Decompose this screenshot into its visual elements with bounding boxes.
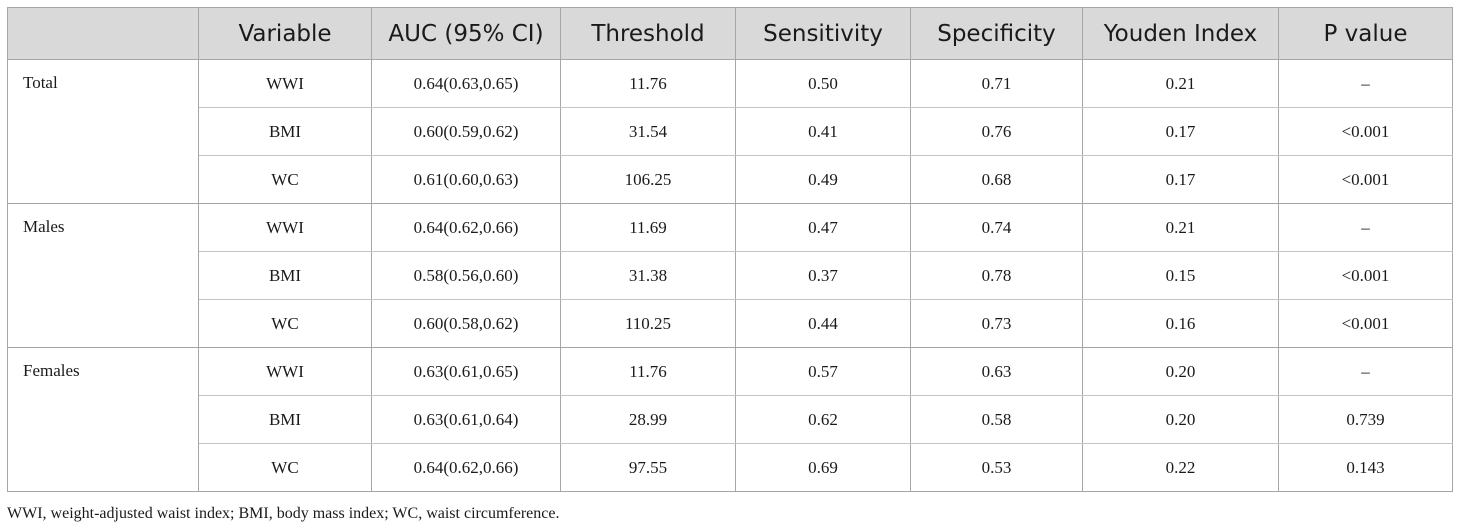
cell-p-value: 0.739 [1278, 395, 1453, 444]
cell-auc: 0.60(0.59,0.62) [371, 107, 561, 156]
table-row: WC 0.61(0.60,0.63) 106.25 0.49 0.68 0.17 <0.00… [8, 155, 1453, 204]
cell-p-value: – [1278, 59, 1453, 108]
group-label: Males [7, 203, 199, 348]
roc-results-table: Variable AUC (95% CI) Threshold Sensitiv… [7, 7, 1453, 492]
cell-youden: 0.16 [1082, 299, 1279, 348]
header-cell-auc: AUC (95% CI) [371, 7, 561, 60]
cell-youden: 0.21 [1082, 203, 1279, 252]
cell-specificity: 0.68 [910, 155, 1083, 204]
header-cell-youden: Youden Index [1082, 7, 1279, 60]
table-body: Total WWI 0.64(0.63,0.65) 11.76 0.50 0.71 0.21… [7, 59, 1453, 492]
cell-p-value: <0.001 [1278, 299, 1453, 348]
cell-auc: 0.64(0.62,0.66) [371, 443, 561, 492]
cell-specificity: 0.73 [910, 299, 1083, 348]
cell-p-value: <0.001 [1278, 251, 1453, 300]
header-cell-variable: Variable [198, 7, 372, 60]
cell-threshold: 31.38 [560, 251, 736, 300]
header-cell-specificity: Specificity [910, 7, 1083, 60]
table-row: BMI 0.63(0.61,0.64) 28.99 0.62 0.58 0.20 0.739 [8, 395, 1453, 444]
cell-youden: 0.20 [1082, 347, 1279, 396]
cell-variable: BMI [198, 251, 372, 300]
cell-threshold: 97.55 [560, 443, 736, 492]
header-cell-sensitivity: Sensitivity [735, 7, 911, 60]
header-cell-threshold: Threshold [560, 7, 736, 60]
cell-threshold: 31.54 [560, 107, 736, 156]
table-row: WC 0.60(0.58,0.62) 110.25 0.44 0.73 0.16 <0.00… [8, 299, 1453, 348]
cell-p-value: <0.001 [1278, 155, 1453, 204]
table-row: Males WWI 0.64(0.62,0.66) 11.69 0.47 0.74 0.21… [7, 203, 1453, 348]
cell-sensitivity: 0.50 [735, 59, 911, 108]
cell-threshold: 110.25 [560, 299, 736, 348]
header-cell-p-value: P value [1278, 7, 1453, 60]
cell-auc: 0.63(0.61,0.65) [371, 347, 561, 396]
cell-threshold: 11.69 [560, 203, 736, 252]
cell-specificity: 0.78 [910, 251, 1083, 300]
table-row: WC 0.64(0.62,0.66) 97.55 0.69 0.53 0.22 0.143 [8, 443, 1453, 492]
cell-variable: WWI [198, 59, 372, 108]
table-row: BMI 0.60(0.59,0.62) 31.54 0.41 0.76 0.17 <0.00… [8, 107, 1453, 156]
table-footnote: WWI, weight-adjusted waist index; BMI, b… [7, 505, 560, 522]
cell-threshold: 11.76 [560, 347, 736, 396]
results-table-container: Variable AUC (95% CI) Threshold Sensitiv… [7, 7, 1453, 492]
cell-variable: WC [198, 443, 372, 492]
cell-auc: 0.60(0.58,0.62) [371, 299, 561, 348]
cell-youden: 0.22 [1082, 443, 1279, 492]
cell-p-value: 0.143 [1278, 443, 1453, 492]
cell-p-value: <0.001 [1278, 107, 1453, 156]
cell-p-value: – [1278, 347, 1453, 396]
cell-sensitivity: 0.37 [735, 251, 911, 300]
group-label: Total [7, 59, 199, 204]
cell-sensitivity: 0.57 [735, 347, 911, 396]
group-label: Females [7, 347, 199, 492]
cell-threshold: 106.25 [560, 155, 736, 204]
cell-variable: WWI [198, 203, 372, 252]
table-header-row: Variable AUC (95% CI) Threshold Sensitiv… [7, 7, 1453, 60]
cell-sensitivity: 0.47 [735, 203, 911, 252]
cell-specificity: 0.63 [910, 347, 1083, 396]
cell-sensitivity: 0.69 [735, 443, 911, 492]
cell-youden: 0.15 [1082, 251, 1279, 300]
cell-specificity: 0.58 [910, 395, 1083, 444]
cell-auc: 0.58(0.56,0.60) [371, 251, 561, 300]
cell-specificity: 0.71 [910, 59, 1083, 108]
cell-variable: WC [198, 155, 372, 204]
cell-variable: BMI [198, 107, 372, 156]
cell-auc: 0.63(0.61,0.64) [371, 395, 561, 444]
cell-youden: 0.17 [1082, 107, 1279, 156]
cell-sensitivity: 0.41 [735, 107, 911, 156]
cell-sensitivity: 0.49 [735, 155, 911, 204]
cell-specificity: 0.74 [910, 203, 1083, 252]
cell-specificity: 0.76 [910, 107, 1083, 156]
cell-variable: WWI [198, 347, 372, 396]
cell-specificity: 0.53 [910, 443, 1083, 492]
table-row: Total WWI 0.64(0.63,0.65) 11.76 0.50 0.71 0.21… [7, 59, 1453, 204]
table-row: Females WWI 0.63(0.61,0.65) 11.76 0.57 0.63 0.… [7, 347, 1453, 492]
cell-sensitivity: 0.62 [735, 395, 911, 444]
cell-p-value: – [1278, 203, 1453, 252]
cell-auc: 0.64(0.63,0.65) [371, 59, 561, 108]
cell-threshold: 11.76 [560, 59, 736, 108]
header-cell-group [7, 7, 199, 60]
table-row: BMI 0.58(0.56,0.60) 31.38 0.37 0.78 0.15 <0.00… [8, 251, 1453, 300]
cell-youden: 0.21 [1082, 59, 1279, 108]
cell-youden: 0.20 [1082, 395, 1279, 444]
cell-auc: 0.64(0.62,0.66) [371, 203, 561, 252]
cell-variable: WC [198, 299, 372, 348]
cell-youden: 0.17 [1082, 155, 1279, 204]
cell-variable: BMI [198, 395, 372, 444]
cell-sensitivity: 0.44 [735, 299, 911, 348]
cell-threshold: 28.99 [560, 395, 736, 444]
cell-auc: 0.61(0.60,0.63) [371, 155, 561, 204]
